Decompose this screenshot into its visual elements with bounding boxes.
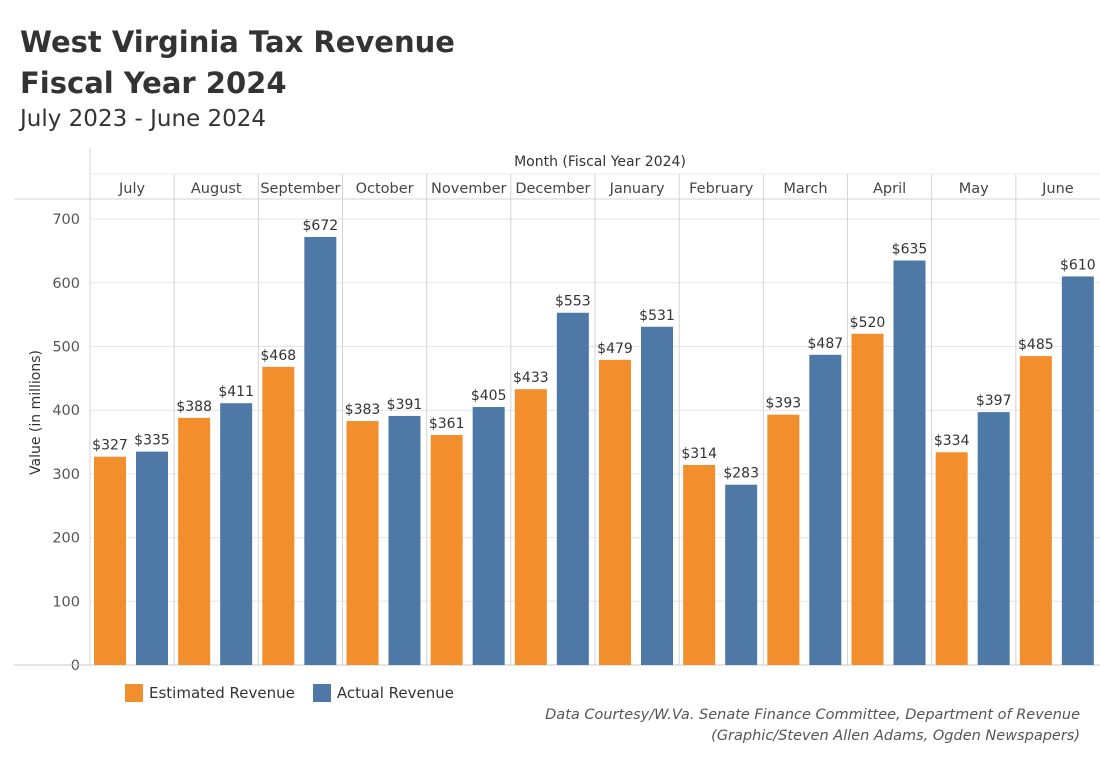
- y-tick-label: 100: [52, 594, 80, 610]
- bar-estimated: [683, 464, 716, 665]
- bar-actual: [304, 236, 337, 666]
- y-tick-label: 700: [52, 212, 80, 228]
- y-tick-label: 200: [52, 531, 80, 547]
- bar-estimated: [851, 333, 884, 665]
- data-label: $314: [681, 446, 717, 462]
- bar-estimated: [767, 414, 800, 665]
- data-label: $433: [513, 370, 549, 386]
- legend-swatch-estimated: [125, 684, 143, 702]
- data-label: $468: [261, 348, 297, 364]
- bar-chart: 0 100 200 300 400 500 600 700 Month (Fiscal Year…: [14, 148, 1100, 674]
- month-label: October: [356, 181, 414, 197]
- data-label: $411: [218, 384, 254, 400]
- month-label: November: [431, 181, 506, 197]
- bar-estimated: [1019, 356, 1052, 665]
- y-tick-label: 500: [52, 340, 80, 356]
- data-label: $283: [723, 466, 759, 482]
- bar-actual: [1061, 276, 1094, 665]
- bar-actual: [136, 451, 168, 665]
- y-tick-label: 400: [52, 403, 80, 419]
- chart-title: West Virginia Tax Revenue: [20, 25, 455, 59]
- bar-estimated: [94, 456, 126, 665]
- data-label: $553: [555, 294, 591, 310]
- data-label: $383: [345, 402, 381, 418]
- source-line-1: Data Courtesy/W.Va. Senate Finance Commi…: [545, 707, 1080, 723]
- month-label: September: [260, 181, 340, 197]
- legend-label-estimated: Estimated Revenue: [149, 684, 295, 702]
- data-label: $672: [303, 218, 339, 234]
- month-label: May: [959, 181, 989, 197]
- bar-estimated: [935, 452, 968, 665]
- bar-estimated: [430, 435, 463, 665]
- month-label: March: [783, 181, 827, 197]
- data-label: $327: [92, 438, 128, 454]
- legend-label-actual: Actual Revenue: [336, 684, 454, 702]
- data-label: $397: [976, 393, 1012, 409]
- data-label: $335: [134, 433, 170, 449]
- data-label: $485: [1018, 337, 1054, 353]
- chart-title-line2: Fiscal Year 2024: [20, 66, 287, 100]
- x-axis-title: Month (Fiscal Year 2024): [514, 154, 686, 170]
- bar-estimated: [262, 366, 295, 665]
- y-tick-label: 300: [52, 467, 80, 483]
- data-label: $531: [639, 308, 675, 324]
- month-label: August: [191, 181, 242, 197]
- bar-actual: [893, 260, 926, 665]
- bar-actual: [641, 326, 673, 665]
- bar-actual: [809, 354, 842, 665]
- data-label: $361: [429, 416, 465, 432]
- data-label: $610: [1060, 257, 1096, 273]
- y-tick-label: 600: [52, 276, 80, 292]
- bar-actual: [388, 415, 421, 665]
- bar-estimated: [514, 389, 547, 665]
- bar-actual: [556, 312, 589, 665]
- month-label: April: [873, 181, 906, 197]
- data-label: $635: [892, 242, 928, 258]
- y-tick-label: 0: [71, 658, 80, 674]
- bar-actual: [977, 412, 1010, 665]
- legend-item-estimated: Estimated Revenue: [125, 684, 295, 702]
- bar-actual: [725, 484, 758, 665]
- month-label: February: [689, 181, 754, 197]
- data-label: $334: [934, 433, 970, 449]
- legend-item-actual: Actual Revenue: [312, 684, 454, 702]
- legend: Estimated Revenue Actual Revenue: [125, 684, 472, 702]
- legend-swatch-actual: [312, 684, 331, 702]
- source-line-2: (Graphic/Steven Allen Adams, Ogden Newsp…: [711, 728, 1080, 744]
- month-label: July: [118, 181, 145, 197]
- bar-actual: [472, 407, 505, 665]
- data-label: $391: [387, 397, 423, 413]
- data-label: $388: [176, 399, 212, 415]
- source-credit: Data Courtesy/W.Va. Senate Finance Commi…: [545, 705, 1080, 747]
- data-label: $479: [597, 341, 633, 357]
- month-label: June: [1041, 181, 1074, 197]
- bar-actual: [220, 403, 253, 665]
- chart-subtitle: July 2023 - June 2024: [20, 106, 267, 132]
- data-label: $405: [471, 388, 507, 404]
- y-axis-title: Value (in millions): [28, 350, 44, 475]
- data-label: $393: [766, 396, 802, 412]
- month-label: December: [515, 181, 590, 197]
- bar-estimated: [178, 417, 211, 665]
- data-label: $487: [808, 336, 844, 352]
- data-label: $520: [850, 315, 886, 331]
- bar-estimated: [599, 359, 631, 665]
- month-label: January: [609, 181, 665, 197]
- bar-estimated: [346, 421, 379, 665]
